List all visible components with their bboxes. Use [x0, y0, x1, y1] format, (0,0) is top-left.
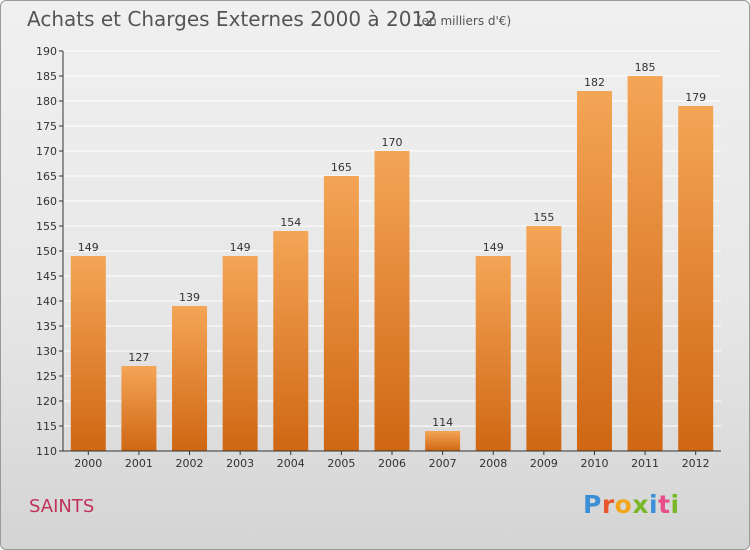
- data-label-2002: 139: [179, 291, 200, 304]
- bar-2005: [323, 176, 359, 451]
- data-label-2012: 179: [685, 91, 706, 104]
- y-tick-label: 185: [36, 70, 57, 83]
- y-tick-label: 140: [36, 295, 57, 308]
- axes: 1101151201251301351401451501551601651701…: [36, 45, 721, 470]
- data-label-2000: 149: [78, 241, 99, 254]
- data-label-2011: 185: [635, 61, 656, 74]
- x-tick-label-2007: 2007: [429, 457, 457, 470]
- bar-2009: [526, 226, 562, 451]
- x-tick-label-2011: 2011: [631, 457, 659, 470]
- y-tick-label: 125: [36, 370, 57, 383]
- data-label-2004: 154: [280, 216, 301, 229]
- bar-2010: [576, 91, 612, 451]
- y-tick-label: 160: [36, 195, 57, 208]
- logo-letter: o: [614, 490, 633, 519]
- bar-2007: [425, 431, 461, 451]
- x-tick-label-2001: 2001: [125, 457, 153, 470]
- y-tick-label: 165: [36, 170, 57, 183]
- bar-2008: [475, 256, 511, 451]
- data-label-2009: 155: [533, 211, 554, 224]
- x-tick-label-2005: 2005: [327, 457, 355, 470]
- x-tick-label-2006: 2006: [378, 457, 406, 470]
- bar-2000: [70, 256, 106, 451]
- bar-2011: [627, 76, 663, 451]
- y-tick-label: 175: [36, 120, 57, 133]
- logo-letter: i: [649, 490, 659, 519]
- logo-letter: x: [632, 490, 649, 519]
- proxiti-logo[interactable]: Proxiti: [583, 490, 680, 519]
- x-tick-label-2002: 2002: [176, 457, 204, 470]
- y-tick-label: 120: [36, 395, 57, 408]
- x-tick-label-2003: 2003: [226, 457, 254, 470]
- y-tick-label: 145: [36, 270, 57, 283]
- bar-2002: [172, 306, 208, 451]
- y-tick-label: 130: [36, 345, 57, 358]
- logo-letter: P: [583, 490, 602, 519]
- logo-letter: r: [601, 490, 615, 519]
- bar-2003: [222, 256, 258, 451]
- data-label-2005: 165: [331, 161, 352, 174]
- x-tick-label-2004: 2004: [277, 457, 305, 470]
- data-label-2007: 114: [432, 416, 453, 429]
- data-label-2003: 149: [230, 241, 251, 254]
- y-tick-label: 155: [36, 220, 57, 233]
- bar-2004: [273, 231, 309, 451]
- chart-title: Achats et Charges Externes 2000 à 2012: [27, 7, 437, 31]
- data-labels: 149 127 139 149 154 165 170 114 149 155 182 185 179: [78, 61, 706, 429]
- y-tick-label: 115: [36, 420, 57, 433]
- y-tick-label: 170: [36, 145, 57, 158]
- x-tick-label-2009: 2009: [530, 457, 558, 470]
- y-tick-label: 135: [36, 320, 57, 333]
- bar-2012: [678, 106, 714, 451]
- logo-letter: i: [670, 490, 680, 519]
- y-tick-label: 180: [36, 95, 57, 108]
- bar-2006: [374, 151, 410, 451]
- data-label-2008: 149: [483, 241, 504, 254]
- commune-name: SAINTS: [29, 496, 95, 517]
- bars: [70, 76, 714, 451]
- x-tick-label-2010: 2010: [580, 457, 608, 470]
- y-tick-label: 110: [36, 445, 57, 458]
- logo-letter: t: [658, 490, 671, 519]
- data-label-2010: 182: [584, 76, 605, 89]
- chart-subtitle: (en milliers d'€): [417, 14, 512, 28]
- data-label-2006: 170: [382, 136, 403, 149]
- y-tick-label: 150: [36, 245, 57, 258]
- x-tick-label-2012: 2012: [682, 457, 710, 470]
- y-tick-label: 190: [36, 45, 57, 58]
- bar-2001: [121, 366, 157, 451]
- x-tick-label-2000: 2000: [74, 457, 102, 470]
- x-tick-label-2008: 2008: [479, 457, 507, 470]
- data-label-2001: 127: [128, 351, 149, 364]
